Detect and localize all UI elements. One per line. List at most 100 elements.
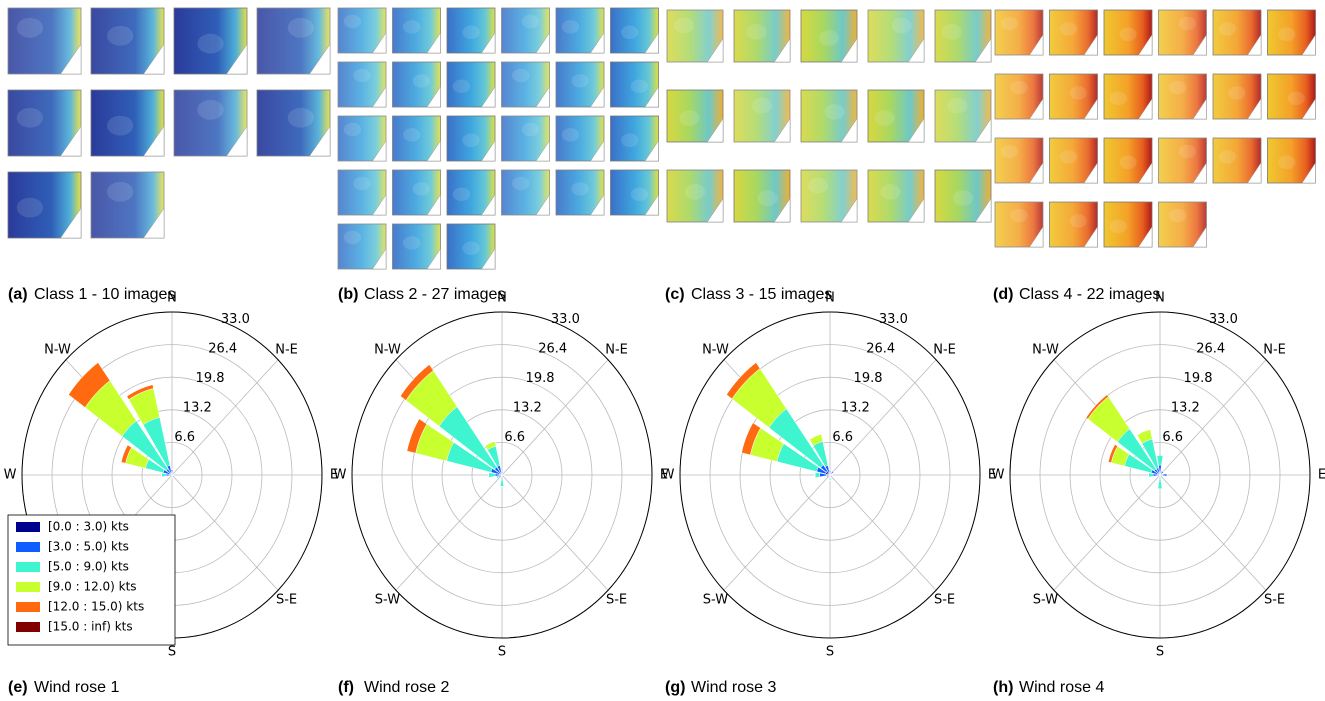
spoke: [830, 475, 936, 590]
direction-label: W: [334, 468, 347, 483]
chart-label: (g): [665, 679, 685, 696]
thumbnail-patch: [571, 182, 588, 196]
legend-swatch: [16, 622, 40, 632]
r-tick-label: 13.2: [841, 400, 870, 415]
r-tick-label: 19.8: [854, 371, 883, 386]
thumbnail-patch: [462, 26, 479, 40]
rose-bar: [829, 478, 831, 481]
thumbnail-patch: [344, 15, 361, 29]
spoke: [724, 475, 830, 590]
figure: (a) Class 1 - 10 images (b) Class 2 - 27…: [0, 0, 1325, 701]
r-tick-label: 6.6: [832, 430, 853, 445]
direction-label: W: [4, 468, 17, 483]
panel-caption: Class 2 - 27 images: [364, 286, 505, 303]
rose-bar: [1149, 473, 1154, 477]
direction-label: S-W: [375, 593, 400, 608]
r-tick-label: 33.0: [221, 312, 250, 327]
panel-label: (a): [8, 286, 28, 303]
rose-bar: [1157, 455, 1163, 465]
thumbnail-patch: [1219, 22, 1236, 36]
thumbnail-patch: [344, 123, 361, 137]
thumbnail-patch: [17, 108, 43, 128]
thumbnail-patch: [631, 188, 648, 202]
legend-label: [9.0 : 12.0) kts: [48, 580, 137, 594]
direction-label: S-W: [703, 593, 728, 608]
direction-label: N-W: [702, 342, 729, 357]
thumbnail-patch: [752, 98, 772, 114]
thumbnail-patch: [453, 188, 470, 202]
r-tick-label: 13.2: [513, 400, 542, 415]
direction-label: S-E: [276, 593, 297, 608]
thumbnail-patch: [1228, 86, 1245, 100]
thumbnail-patch: [1278, 28, 1295, 42]
thumbnail-patch: [621, 134, 638, 148]
legend-label: [3.0 : 5.0) kts: [48, 540, 129, 554]
thumbnail-patch: [892, 18, 912, 34]
thumbnail-patch: [403, 236, 420, 250]
spoke: [1054, 475, 1160, 590]
direction-label: N: [497, 291, 507, 306]
thumbnail-patch: [107, 116, 133, 136]
thumbnail-patch: [512, 69, 529, 83]
direction-label: S: [826, 645, 834, 660]
thumbnail-patch: [403, 20, 420, 34]
thumbnail-patch: [674, 18, 694, 34]
thumbnail-patch: [413, 182, 430, 196]
spoke: [1160, 360, 1266, 475]
thumbnail-patch: [1070, 86, 1087, 100]
spoke: [830, 360, 936, 475]
r-tick-label: 19.8: [1184, 371, 1213, 386]
spoke: [396, 475, 502, 590]
thumbnail-patch: [679, 110, 699, 126]
legend-swatch: [16, 522, 40, 532]
r-tick-label: 6.6: [504, 430, 525, 445]
direction-label: N-E: [605, 342, 628, 357]
thumbnail-patch: [512, 177, 529, 191]
panel-caption: Class 4 - 22 images: [1019, 286, 1160, 303]
direction-label: N: [167, 291, 177, 306]
chart-caption: Wind rose 3: [691, 679, 776, 696]
thumbnail-patch: [746, 24, 766, 40]
rose-bar: [162, 473, 167, 477]
thumbnail-patch: [1288, 92, 1305, 106]
direction-label: S-E: [934, 593, 955, 608]
thumbnail-patch: [875, 110, 895, 126]
direction-label: S-E: [1264, 593, 1285, 608]
thumbnail-patch: [1179, 145, 1196, 159]
thumbnail-patch: [685, 184, 705, 200]
thumbnail-patch: [1001, 17, 1018, 31]
direction-label: N-W: [1032, 342, 1059, 357]
thumbnail-patch: [453, 80, 470, 94]
thumbnail-patch: [819, 30, 839, 46]
spoke: [172, 360, 278, 475]
thumbnail-patch: [1119, 156, 1136, 170]
direction-label: N: [825, 291, 835, 306]
rose-bar: [1159, 476, 1160, 478]
panel-caption: Class 3 - 15 images: [691, 286, 832, 303]
direction-label: N: [1155, 291, 1165, 306]
direction-label: S: [168, 645, 176, 660]
legend-label: [12.0 : 15.0) kts: [48, 600, 144, 614]
thumbnail-patch: [353, 177, 370, 191]
r-tick-label: 6.6: [174, 430, 195, 445]
thumbnail-patch: [1119, 28, 1136, 42]
spoke: [502, 475, 608, 590]
thumbnail-patch: [1010, 81, 1027, 95]
r-tick-label: 33.0: [551, 312, 580, 327]
panel-caption: Class 1 - 10 images: [34, 286, 175, 303]
thumbnail-patch: [344, 231, 361, 245]
thumbnail-patch: [197, 100, 223, 120]
direction-label: S-E: [606, 593, 627, 608]
thumbnail-patch: [953, 190, 973, 206]
thumbnail-patch: [462, 242, 479, 256]
r-tick-label: 19.8: [526, 371, 555, 386]
direction-label: N-W: [374, 342, 401, 357]
thumbnail-patch: [197, 34, 223, 54]
direction-label: W: [992, 468, 1005, 483]
chart-caption: Wind rose 4: [1019, 679, 1104, 696]
rose-bar: [815, 472, 820, 477]
chart-label: (h): [993, 679, 1013, 696]
thumbnail-patch: [1169, 209, 1186, 223]
spoke: [172, 475, 278, 590]
panel-label: (c): [665, 286, 685, 303]
